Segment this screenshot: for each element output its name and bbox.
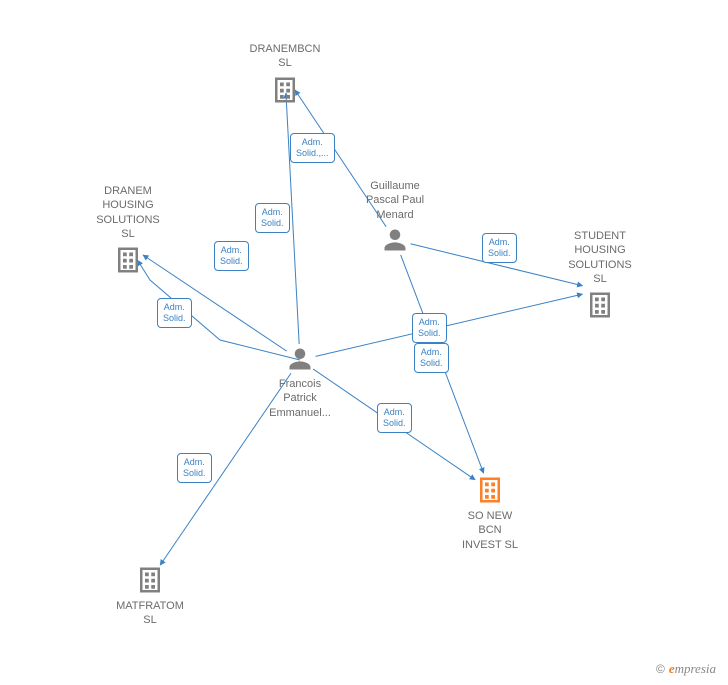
node-label: Guillaume Pascal Paul Menard xyxy=(366,179,424,222)
node-sonew[interactable]: SO NEW BCN INVEST SL xyxy=(450,475,530,552)
edge-label: Adm. Solid. xyxy=(214,241,249,271)
node-label: Francois Patrick Emmanuel... xyxy=(269,377,331,420)
node-guillaume[interactable]: Guillaume Pascal Paul Menard xyxy=(355,179,435,254)
node-label: STUDENT HOUSING SOLUTIONS SL xyxy=(560,229,640,286)
building-icon xyxy=(475,475,505,505)
node-label: DRANEM HOUSING SOLUTIONS SL xyxy=(88,184,168,241)
edge-label: Adm. Solid. xyxy=(412,313,447,343)
copyright-symbol: © xyxy=(656,662,665,676)
node-label: MATFRATOM SL xyxy=(116,599,184,628)
node-matfratom[interactable]: MATFRATOM SL xyxy=(110,565,190,628)
building-icon xyxy=(585,290,615,320)
brand-logo: empresia xyxy=(669,661,716,677)
edge-label: Adm. Solid. xyxy=(177,453,212,483)
node-student_housing[interactable]: STUDENT HOUSING SOLUTIONS SL xyxy=(560,229,640,320)
footer: © empresia xyxy=(656,661,716,677)
node-dranem_housing[interactable]: DRANEM HOUSING SOLUTIONS SL xyxy=(88,184,168,275)
building-icon xyxy=(270,75,300,105)
node-dranembcn[interactable]: DRANEMBCN SL xyxy=(245,42,325,105)
edge-label: Adm. Solid. xyxy=(157,298,192,328)
person-icon xyxy=(381,226,409,254)
edge-label: Adm. Solid. xyxy=(482,233,517,263)
edge-label: Adm. Solid. xyxy=(377,403,412,433)
node-label: SO NEW BCN INVEST SL xyxy=(462,509,518,552)
person-icon xyxy=(286,345,314,373)
edge-label: Adm. Solid. xyxy=(255,203,290,233)
edge-line xyxy=(316,294,583,356)
building-icon xyxy=(135,565,165,595)
node-label: DRANEMBCN SL xyxy=(245,42,325,71)
edge-label: Adm. Solid. xyxy=(414,343,449,373)
network-canvas: DRANEMBCN SL DRANEM HOUSING SOLUTIONS SL S… xyxy=(0,0,728,685)
edge-label: Adm. Solid.,... xyxy=(290,133,335,163)
building-icon xyxy=(113,245,143,275)
node-francois[interactable]: Francois Patrick Emmanuel... xyxy=(260,345,340,420)
